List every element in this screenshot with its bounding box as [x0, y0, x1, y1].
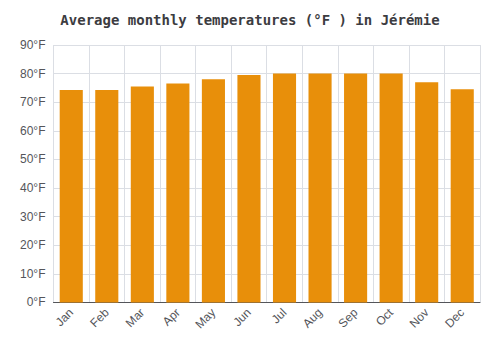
svg-text:Average monthly temperatures (: Average monthly temperatures (°F ) in Jé…	[60, 12, 439, 28]
svg-text:90°F: 90°F	[20, 38, 45, 52]
svg-text:Feb: Feb	[87, 305, 112, 330]
svg-text:0°F: 0°F	[27, 295, 46, 309]
svg-text:May: May	[192, 306, 218, 332]
svg-text:70°F: 70°F	[20, 95, 45, 109]
svg-text:Jun: Jun	[230, 306, 254, 330]
svg-text:40°F: 40°F	[20, 181, 45, 195]
svg-text:Jan: Jan	[53, 306, 77, 330]
svg-text:Aug: Aug	[300, 306, 325, 331]
svg-text:10°F: 10°F	[20, 267, 45, 281]
svg-text:60°F: 60°F	[20, 124, 45, 138]
svg-text:80°F: 80°F	[20, 67, 45, 81]
svg-text:Apr: Apr	[160, 306, 183, 329]
svg-text:30°F: 30°F	[20, 210, 45, 224]
svg-text:Dec: Dec	[442, 306, 467, 331]
svg-text:Sep: Sep	[336, 305, 361, 330]
svg-text:Mar: Mar	[123, 306, 148, 330]
svg-text:50°F: 50°F	[20, 152, 45, 166]
svg-text:Jul: Jul	[269, 306, 290, 327]
svg-text:20°F: 20°F	[20, 238, 45, 252]
svg-text:Oct: Oct	[373, 305, 397, 329]
svg-text:Nov: Nov	[407, 306, 432, 331]
